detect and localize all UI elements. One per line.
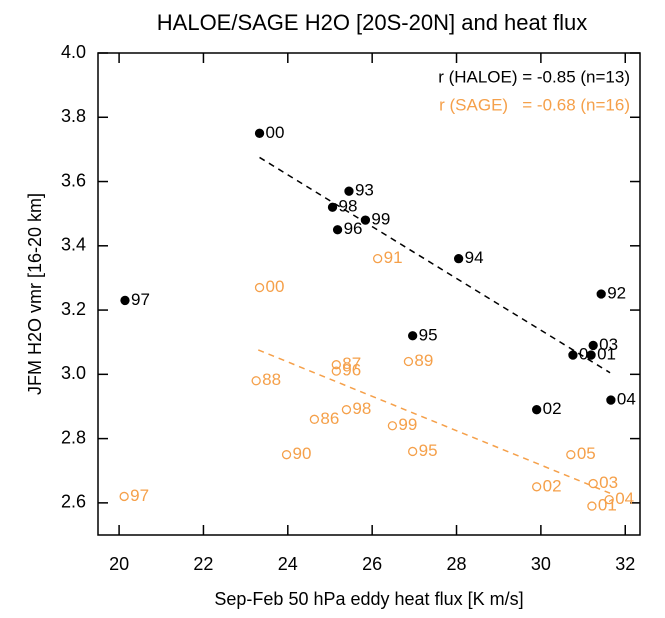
y-tick-label: 2.8 xyxy=(61,427,86,447)
point-label: 95 xyxy=(419,325,438,344)
point-label: 88 xyxy=(262,370,281,389)
point xyxy=(387,421,398,431)
point xyxy=(372,254,383,264)
point-label: 00 xyxy=(266,277,285,296)
point xyxy=(309,414,320,424)
point-label: 92 xyxy=(607,283,626,302)
x-tick-label: 30 xyxy=(531,554,551,574)
point xyxy=(403,356,414,367)
point-label: 94 xyxy=(465,248,484,267)
point xyxy=(341,405,352,415)
x-tick-label: 26 xyxy=(362,554,382,574)
point xyxy=(408,331,418,341)
point-label: 99 xyxy=(398,415,417,434)
point xyxy=(532,482,542,492)
point xyxy=(332,225,343,235)
x-tick-label: 22 xyxy=(193,554,213,574)
point-label: 0 xyxy=(579,345,588,364)
y-tick-label: 3.8 xyxy=(61,106,86,126)
point xyxy=(588,478,598,489)
y-tick-label: 3.2 xyxy=(61,299,86,319)
chart-title: HALOE/SAGE H2O [20S-20N] and heat flux xyxy=(157,10,587,35)
point xyxy=(344,186,354,196)
point-label: 86 xyxy=(320,409,339,428)
point xyxy=(331,360,341,370)
point xyxy=(532,405,542,415)
y-tick-label: 3.0 xyxy=(61,363,86,383)
point-label: 05 xyxy=(577,444,596,463)
y-axis-label: JFM H2O vmr [16-20 km] xyxy=(25,193,45,395)
point xyxy=(453,254,464,264)
point xyxy=(408,446,418,457)
y-tick-label: 3.6 xyxy=(61,170,86,190)
point xyxy=(360,215,371,225)
y-tick-label: 3.4 xyxy=(61,235,86,255)
point xyxy=(568,350,578,360)
point xyxy=(604,495,614,505)
point xyxy=(281,450,292,460)
point-label: 96 xyxy=(344,219,363,238)
annotation: r (HALOE) = -0.85 (n=13) xyxy=(438,67,630,86)
x-tick-label: 24 xyxy=(278,554,298,574)
point xyxy=(120,295,130,306)
point-label: 00 xyxy=(266,123,285,142)
point-label: 87 xyxy=(342,354,361,373)
point-label: 93 xyxy=(355,181,374,200)
plot-frame xyxy=(97,52,641,536)
point-label: 04 xyxy=(617,390,636,409)
point xyxy=(586,350,596,360)
point xyxy=(251,376,261,386)
point-label: 01 xyxy=(598,496,617,515)
x-tick-label: 20 xyxy=(109,554,129,574)
point-label: 91 xyxy=(384,248,403,267)
fit-line xyxy=(259,156,611,374)
point xyxy=(588,340,598,351)
point-label: 95 xyxy=(419,441,438,460)
x-tick-label: 32 xyxy=(615,554,635,574)
y-tick-label: 4.0 xyxy=(61,42,86,62)
point-label: 99 xyxy=(371,210,390,229)
point xyxy=(566,450,576,460)
point-label: 89 xyxy=(414,351,433,370)
point-label: 04 xyxy=(615,489,634,508)
point xyxy=(596,289,606,299)
y-tick-label: 2.6 xyxy=(61,492,86,512)
point-label: 97 xyxy=(130,486,149,505)
annotation: r (SAGE) = -0.68 (n=16) xyxy=(439,95,630,114)
point xyxy=(606,395,616,405)
point-label: 03 xyxy=(599,473,618,492)
point-label: 97 xyxy=(131,290,150,309)
point xyxy=(254,128,265,138)
point-label: 02 xyxy=(543,476,562,495)
point-label: 96 xyxy=(342,361,361,380)
point-label: 98 xyxy=(352,399,371,418)
x-tick-label: 28 xyxy=(447,554,467,574)
point xyxy=(587,501,597,511)
point-label: 02 xyxy=(543,399,562,418)
fit-line xyxy=(257,349,611,494)
point-label: 01 xyxy=(597,345,616,364)
point-label: 90 xyxy=(293,444,312,463)
point-label: 98 xyxy=(339,197,358,216)
point xyxy=(327,202,338,212)
point xyxy=(254,282,265,293)
point xyxy=(119,491,129,502)
x-axis-label: Sep-Feb 50 hPa eddy heat flux [K m/s] xyxy=(214,589,523,609)
point-label: 03 xyxy=(599,335,618,354)
point xyxy=(331,366,341,376)
